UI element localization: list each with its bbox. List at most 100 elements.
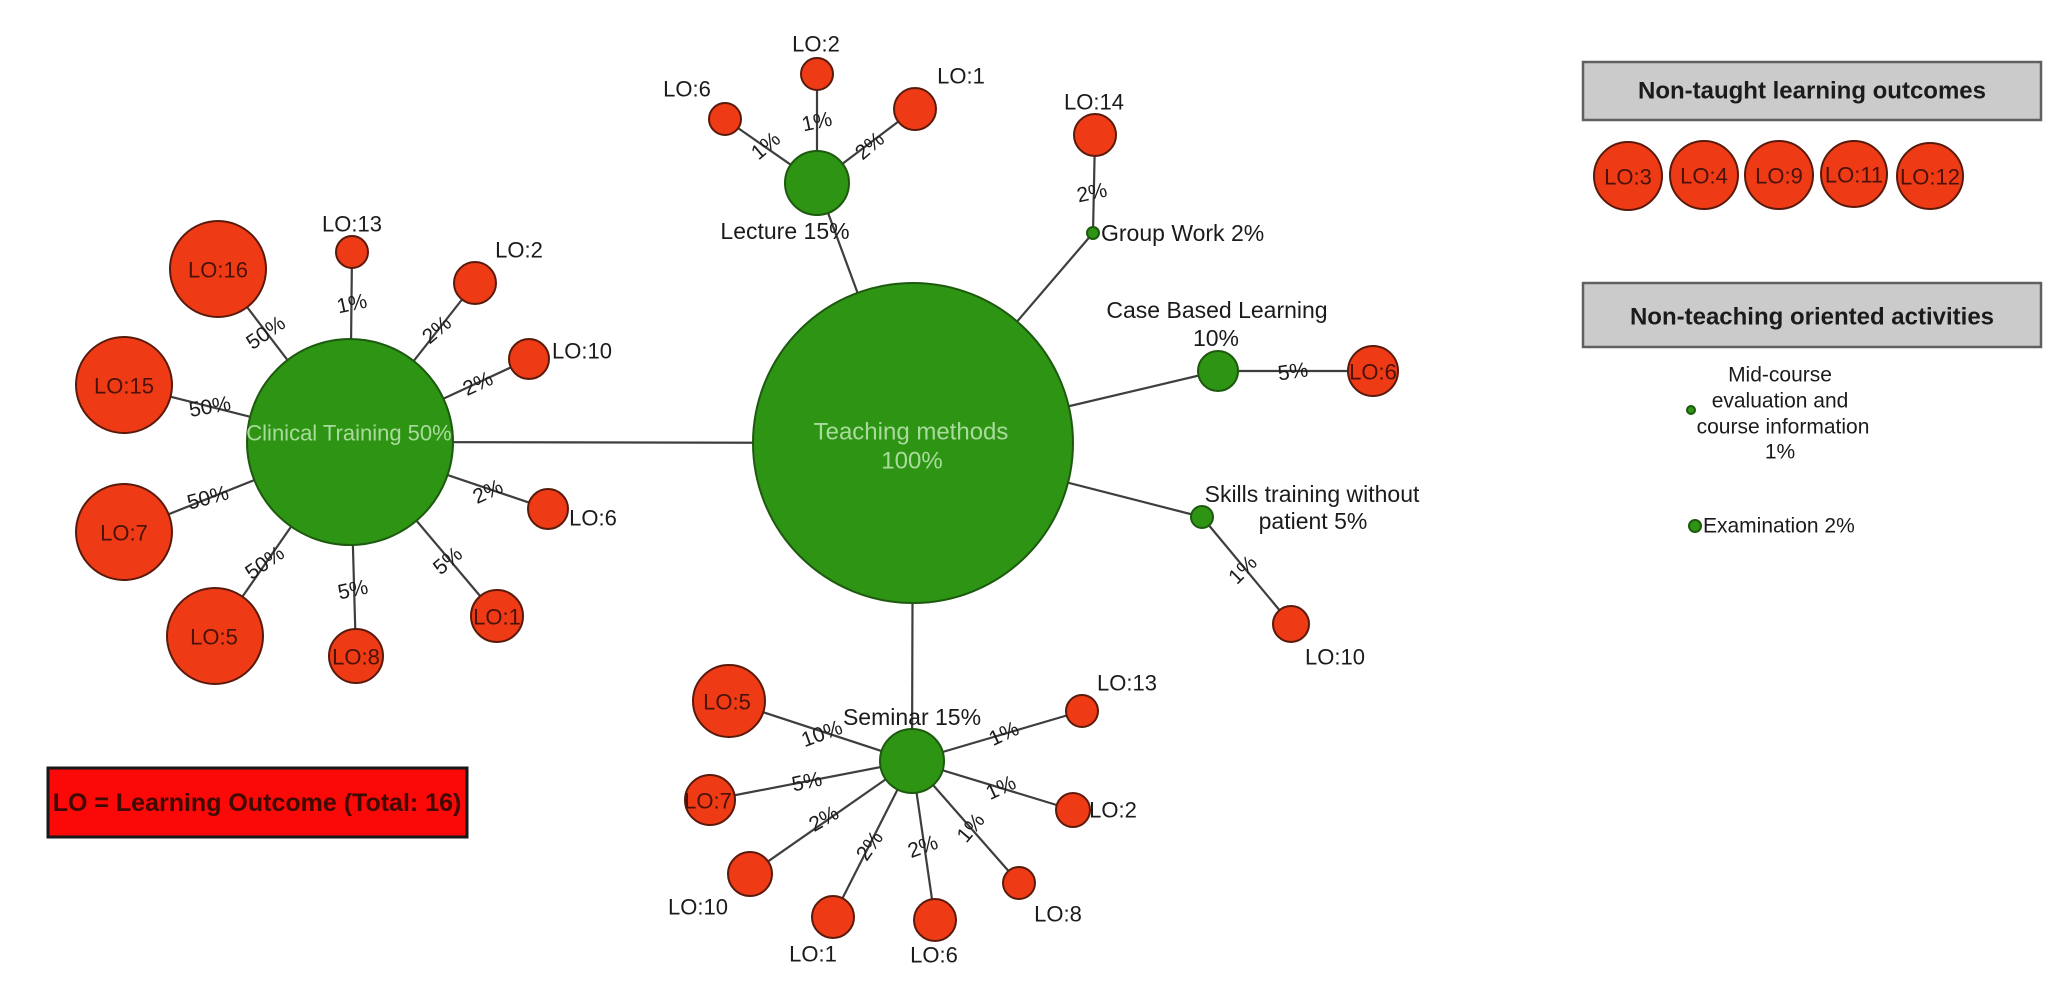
- examination-dot: [1688, 519, 1702, 533]
- node-clinical-lo16: [169, 220, 267, 318]
- legend-label-lo12: LO:12: [1900, 165, 1960, 190]
- legend-label-lo9: LO:9: [1755, 164, 1803, 189]
- node-seminar-lo5: [692, 664, 766, 738]
- pct-clinical-lo13: 1%: [335, 290, 369, 319]
- edge-seminar-lo7: [709, 759, 913, 802]
- label-clinical-lo8: LO:8: [332, 645, 380, 670]
- label-group-work-lo14: LO:14: [1064, 90, 1124, 115]
- pct-clinical-lo10: 2%: [459, 367, 496, 401]
- label-seminar: Seminar 15%: [843, 704, 981, 730]
- label-group-work: Group Work 2%: [1101, 220, 1264, 246]
- node-lecture: [784, 150, 850, 216]
- node-seminar-lo10: [727, 851, 773, 897]
- label-lecture: Lecture 15%: [720, 218, 849, 244]
- label-seminar-lo1: LO:1: [789, 942, 837, 967]
- label-skills-lo10: LO:10: [1305, 645, 1365, 670]
- node-group-work-lo14: [1073, 113, 1117, 157]
- label-clinical-lo5: LO:5: [190, 625, 238, 650]
- node-teaching-methods: [752, 282, 1074, 604]
- legend-non-taught-box: [1581, 60, 2043, 122]
- label-seminar-lo13: LO:13: [1097, 671, 1157, 696]
- mid-course-dot: [1686, 405, 1696, 415]
- node-seminar-lo6: [913, 898, 957, 942]
- node-lecture-lo6: [708, 102, 742, 136]
- legend-label-lo3: LO:3: [1604, 165, 1652, 190]
- node-lecture-lo1: [893, 87, 937, 131]
- pct-lecture-lo2: 1%: [800, 108, 834, 137]
- node-clinical-lo1: [470, 589, 524, 643]
- legend-label-lo11: LO:11: [1825, 163, 1883, 188]
- node-seminar-lo7: [684, 774, 736, 826]
- legend-node-lo4: [1669, 140, 1739, 210]
- label-lecture-lo1: LO:1: [937, 64, 985, 89]
- node-clinical-lo10: [508, 338, 550, 380]
- node-seminar-lo13: [1065, 694, 1099, 728]
- label-case-based-lo6: LO:6: [1349, 360, 1397, 385]
- pct-seminar-lo7: 5%: [790, 768, 824, 797]
- label-clinical-lo13: LO:13: [322, 212, 382, 237]
- label-skills-line1: Skills training without: [1205, 481, 1420, 507]
- pct-seminar-lo5: 10%: [798, 716, 845, 752]
- label-mid-course-line3: course information: [1697, 416, 1870, 439]
- label-seminar-lo2: LO:2: [1089, 798, 1137, 823]
- label-skills-line2: patient 5%: [1259, 508, 1368, 534]
- legend-non-teaching-title: Non-teaching oriented activities: [1630, 304, 1994, 331]
- pct-seminar-lo2: 1%: [982, 771, 1019, 805]
- label-seminar-lo5: LO:5: [703, 690, 751, 715]
- node-clinical-lo6: [527, 488, 569, 530]
- node-group-work: [1086, 226, 1100, 240]
- pct-seminar-lo6: 2%: [905, 831, 941, 863]
- label-clinical-lo16: LO:16: [188, 258, 248, 283]
- node-clinical-lo13: [335, 235, 369, 269]
- pct-clinical-lo8: 5%: [336, 576, 370, 605]
- node-clinical-lo8: [328, 628, 384, 684]
- label-teaching-methods-line2: 100%: [881, 448, 942, 475]
- pct-clinical-lo16: 50%: [242, 312, 290, 355]
- label-teaching-methods-line1: Teaching methods: [814, 419, 1009, 446]
- pct-case-based-lo6: 5%: [1276, 358, 1309, 385]
- label-clinical-lo7: LO:7: [100, 521, 148, 546]
- label-seminar-lo8: LO:8: [1034, 902, 1082, 927]
- legend-node-lo12: [1896, 142, 1964, 210]
- legend-non-taught-title: Non-taught learning outcomes: [1638, 78, 1986, 105]
- node-lecture-lo2: [800, 57, 834, 91]
- pct-lecture-lo6: 1%: [747, 127, 785, 164]
- label-seminar-lo7: LO:7: [684, 789, 732, 814]
- label-examination: Examination 2%: [1703, 515, 1855, 538]
- label-mid-course-line1: Mid-course: [1728, 364, 1832, 387]
- legend-label-lo4: LO:4: [1680, 164, 1728, 189]
- label-case-based-line1: Case Based Learning: [1106, 297, 1327, 323]
- node-clinical-lo15: [75, 336, 173, 434]
- node-seminar-lo2: [1055, 792, 1091, 828]
- label-mid-course-line4: 1%: [1765, 441, 1795, 464]
- pct-clinical-lo6: 2%: [469, 475, 506, 509]
- label-clinical-lo2: LO:2: [495, 238, 543, 263]
- node-skills-training: [1190, 505, 1214, 529]
- node-skills-lo10: [1272, 605, 1310, 643]
- pct-group-work-lo14: 2%: [1075, 179, 1109, 208]
- footnote-box: [46, 766, 469, 839]
- node-seminar-lo8: [1002, 866, 1036, 900]
- node-clinical-lo7: [75, 483, 173, 581]
- legend-node-lo11: [1820, 140, 1888, 208]
- label-clinical-training: Clinical Training 50%: [246, 421, 451, 446]
- node-case-based-learning: [1197, 350, 1239, 392]
- node-clinical-lo5: [166, 587, 264, 685]
- label-seminar-lo10: LO:10: [668, 895, 728, 920]
- edge-skills-lo10: [1201, 516, 1292, 625]
- pct-clinical-lo15: 50%: [187, 392, 232, 422]
- node-seminar: [879, 728, 945, 794]
- node-clinical-lo2: [453, 261, 497, 305]
- label-lecture-lo6: LO:6: [663, 77, 711, 102]
- pct-clinical-lo5: 50%: [241, 542, 289, 585]
- label-clinical-lo1: LO:1: [473, 605, 521, 630]
- pct-seminar-lo13: 1%: [985, 717, 1022, 751]
- label-case-based-line2: 10%: [1193, 325, 1239, 351]
- label-mid-course-line2: evaluation and: [1712, 390, 1849, 413]
- pct-seminar-lo1: 2%: [852, 827, 888, 865]
- label-lecture-lo2: LO:2: [792, 32, 840, 57]
- pct-clinical-lo7: 50%: [185, 481, 232, 514]
- legend-node-lo9: [1744, 140, 1814, 210]
